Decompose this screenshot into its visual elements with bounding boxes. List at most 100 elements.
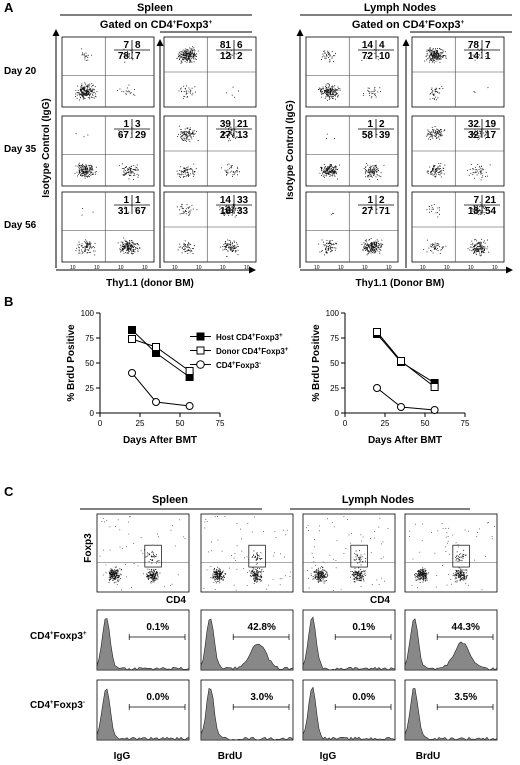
- event-dot: [185, 168, 187, 170]
- event-dot: [126, 172, 128, 174]
- event-dot: [418, 574, 420, 576]
- event-dot: [420, 576, 422, 578]
- event-dot: [187, 133, 189, 135]
- event-dot: [84, 87, 86, 89]
- event-dot: [85, 85, 87, 87]
- event-dot: [191, 248, 193, 249]
- event-dot: [421, 575, 423, 577]
- x-tick-label: 50: [176, 419, 185, 428]
- event-dot: [374, 49, 375, 50]
- event-dot: [103, 549, 104, 551]
- event-dot: [82, 208, 83, 209]
- event-dot: [475, 166, 476, 168]
- event-dot: [332, 244, 334, 245]
- event-dot: [89, 173, 90, 175]
- event-dot: [460, 568, 462, 570]
- event-dot: [364, 572, 366, 574]
- event-dot: [217, 516, 218, 517]
- event-dot: [225, 135, 227, 136]
- event-dot: [230, 54, 232, 55]
- event-dot: [419, 574, 420, 575]
- event-dot: [232, 135, 233, 137]
- event-dot: [89, 176, 90, 178]
- event-dot: [221, 579, 223, 580]
- event-dot: [179, 170, 180, 172]
- event-dot: [225, 245, 227, 247]
- event-dot: [376, 245, 378, 247]
- event-dot: [79, 93, 80, 95]
- event-dot: [325, 84, 327, 86]
- event-dot: [187, 172, 188, 174]
- event-dot: [481, 129, 482, 131]
- event-dot: [375, 170, 377, 172]
- event-dot: [483, 212, 485, 213]
- event-dot: [85, 92, 87, 94]
- event-dot: [194, 53, 195, 55]
- event-dot: [91, 165, 92, 167]
- event-dot: [429, 48, 431, 50]
- event-dot: [438, 55, 440, 57]
- event-dot: [480, 243, 482, 245]
- event-dot: [326, 242, 327, 244]
- event-dot: [192, 208, 194, 210]
- event-dot: [330, 88, 332, 90]
- event-dot: [256, 573, 258, 575]
- event-dot: [374, 243, 375, 244]
- event-dot: [183, 133, 185, 135]
- event-dot: [437, 131, 439, 133]
- event-dot: [429, 52, 431, 54]
- event-dot: [432, 243, 434, 245]
- event-dot: [326, 89, 328, 91]
- event-dot: [229, 138, 231, 140]
- event-dot: [253, 577, 255, 579]
- event-dot: [192, 53, 194, 55]
- flow-plot: 81 612 2: [163, 36, 257, 108]
- event-dot: [369, 169, 371, 170]
- event-dot: [424, 576, 425, 578]
- event-dot: [439, 56, 441, 58]
- event-dot: [461, 556, 463, 558]
- event-dot: [433, 59, 434, 61]
- event-dot: [369, 239, 371, 240]
- event-dot: [433, 135, 435, 136]
- event-dot: [94, 86, 96, 88]
- event-dot: [359, 579, 361, 581]
- event-dot: [334, 172, 336, 174]
- event-dot: [229, 567, 230, 569]
- event-dot: [235, 250, 237, 252]
- event-dot: [128, 56, 130, 58]
- event-dot: [317, 576, 319, 577]
- event-dot: [184, 249, 186, 250]
- event-dot: [368, 171, 370, 173]
- event-dot: [112, 579, 114, 581]
- event-dot: [481, 245, 483, 247]
- event-dot: [459, 573, 461, 575]
- event-dot: [254, 556, 255, 558]
- event-dot: [436, 137, 438, 139]
- event-dot: [361, 572, 362, 574]
- event-dot: [230, 165, 232, 167]
- event-dot: [433, 51, 435, 52]
- event-dot: [312, 576, 314, 577]
- event-dot: [87, 92, 89, 94]
- event-dot: [423, 572, 425, 574]
- event-dot: [188, 132, 190, 134]
- event-dot: [428, 49, 430, 51]
- event-dot: [253, 554, 254, 556]
- event-dot: [418, 575, 420, 577]
- event-dot: [123, 174, 125, 175]
- event-dot: [326, 90, 328, 91]
- event-dot: [333, 171, 335, 173]
- event-dot: [320, 575, 322, 577]
- event-dot: [84, 249, 85, 251]
- event-dot: [437, 53, 439, 55]
- event-dot: [170, 529, 172, 531]
- event-dot: [325, 175, 327, 177]
- event-dot: [434, 132, 436, 134]
- event-dot: [89, 88, 91, 89]
- event-dot: [189, 248, 191, 250]
- event-dot: [91, 246, 93, 248]
- event-dot: [80, 86, 82, 88]
- event-dot: [84, 90, 86, 92]
- x-tick-label: 75: [216, 419, 225, 428]
